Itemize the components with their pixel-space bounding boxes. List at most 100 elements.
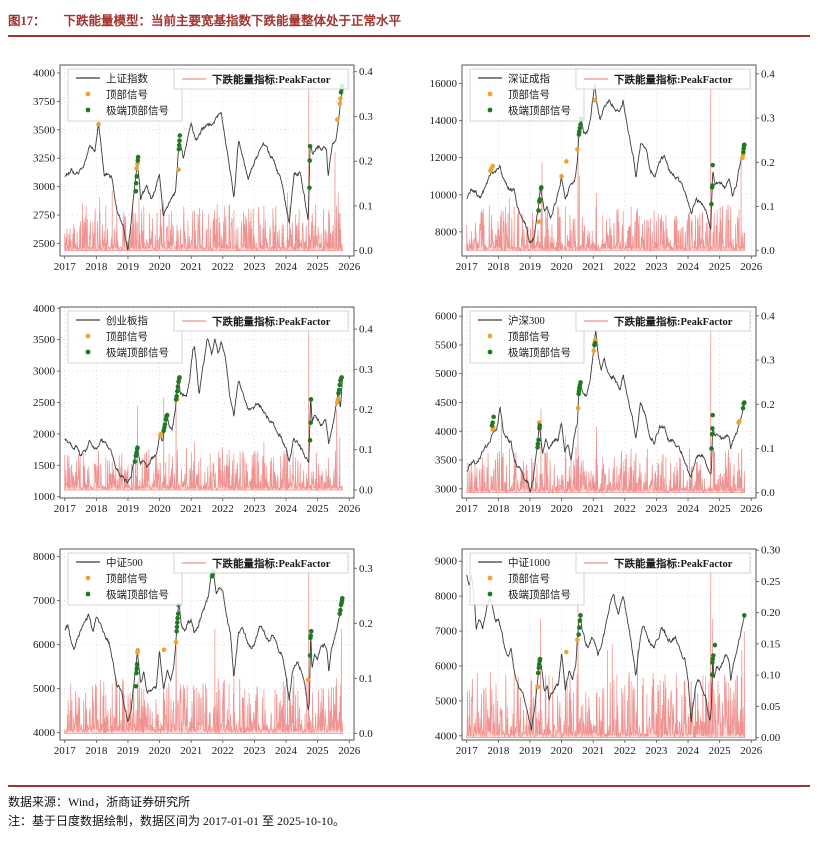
extreme-top-signal-dot (162, 422, 168, 427)
figure-footer: 数据来源：Wind，浙商证券研究所 注：基于日度数据绘制，数据区间为 2017-… (0, 785, 818, 832)
svg-text:2017: 2017 (456, 745, 479, 757)
extreme-top-signal-dot (709, 431, 715, 437)
extreme-top-signal-dot (339, 375, 344, 380)
svg-text:0.1: 0.1 (359, 673, 373, 685)
extreme-top-signal-dot (307, 158, 313, 163)
extreme-top-signal-dot (308, 397, 314, 402)
svg-text:2021: 2021 (180, 745, 202, 757)
page-title: 图17： 下跌能量模型：当前主要宽基指数下跌能量整体处于正常水平 (8, 10, 808, 29)
extreme-top-signal-dot (307, 185, 312, 191)
extreme-top-signal-dot (710, 183, 715, 188)
svg-text:2020: 2020 (551, 261, 574, 273)
svg-text:2026: 2026 (740, 745, 763, 757)
svg-text:下跌能量指标:PeakFactor: 下跌能量指标:PeakFactor (212, 73, 331, 86)
extreme-top-signal-dot (710, 162, 715, 168)
svg-text:0.0: 0.0 (359, 728, 373, 740)
top-signal-dot (592, 97, 598, 103)
extreme-top-signal-dot (340, 595, 345, 601)
top-signal-dot (564, 649, 569, 655)
svg-text:2000: 2000 (33, 428, 56, 440)
svg-text:0.2: 0.2 (359, 618, 373, 630)
svg-text:2024: 2024 (677, 503, 700, 515)
extreme-top-signal-dot (491, 414, 496, 420)
chart-shanghai-composite: 2500 2750 3000 3250 3500 3750 4000 0.0 0.1 0.2 0.3… (18, 53, 406, 291)
svg-text:0.1: 0.1 (761, 201, 775, 213)
chart-csi1000: 4000 5000 6000 7000 8000 9000 0.00 0.05 0.10 0.15… (420, 537, 808, 775)
svg-text:2023: 2023 (645, 745, 668, 757)
extreme-top-signal-dot (710, 660, 715, 665)
svg-text:2018: 2018 (487, 261, 510, 273)
svg-text:顶部信号: 顶部信号 (106, 330, 148, 343)
top-signal-dot (335, 397, 341, 402)
price-line (466, 329, 745, 493)
extreme-top-signal-dot (537, 197, 543, 202)
svg-text:8000: 8000 (435, 226, 458, 238)
svg-text:2018: 2018 (85, 745, 108, 757)
svg-text:0.30: 0.30 (761, 545, 781, 557)
svg-text:0.0: 0.0 (359, 484, 373, 496)
svg-text:2022: 2022 (614, 261, 636, 273)
svg-text:2020: 2020 (149, 745, 172, 757)
extreme-top-signal-dot (174, 388, 180, 394)
svg-text:2017: 2017 (54, 745, 77, 757)
svg-text:5500: 5500 (435, 339, 458, 351)
svg-text:2024: 2024 (677, 261, 700, 273)
top-signal-dot (161, 647, 167, 653)
top-signal-dot (564, 159, 569, 164)
extreme-top-signal-dot (176, 142, 182, 148)
svg-text:0.1: 0.1 (359, 444, 373, 456)
extreme-top-signal-dot (576, 632, 581, 637)
extreme-top-signal-dot (337, 382, 343, 388)
svg-text:极端顶部信号: 极端顶部信号 (106, 104, 169, 117)
top-signal-dot (337, 101, 343, 106)
extreme-top-signal-dot (307, 143, 313, 149)
svg-text:2019: 2019 (519, 503, 542, 515)
top-signal-legend-icon (85, 91, 91, 97)
svg-text:2024: 2024 (275, 745, 298, 757)
extreme-top-signal-dot (174, 620, 180, 625)
extreme-top-signal-dot (536, 208, 541, 213)
svg-text:2026: 2026 (338, 261, 361, 273)
svg-text:7000: 7000 (435, 626, 458, 638)
chart-canvas: 4000 5000 6000 7000 8000 0.0 0.1 0.2 0.3 2017 2018… (33, 548, 373, 757)
extreme-top-signal-dot (338, 89, 344, 95)
svg-text:2018: 2018 (487, 503, 510, 515)
extreme-top-signal-dot (709, 672, 715, 678)
svg-text:2019: 2019 (117, 261, 140, 273)
title-divider (8, 35, 810, 37)
svg-text:2023: 2023 (243, 745, 266, 757)
svg-text:2500: 2500 (33, 397, 56, 409)
extreme-top-signal-dot (307, 653, 313, 658)
svg-text:2018: 2018 (85, 261, 108, 273)
chart-canvas: 4000 5000 6000 7000 8000 9000 0.00 0.05 0.10 0.15… (435, 545, 781, 757)
extreme-top-signal-dot (578, 613, 583, 618)
extreme-top-signal-dot (490, 420, 495, 425)
extreme-top-signal-dot (535, 445, 540, 450)
svg-text:0.0: 0.0 (761, 487, 775, 499)
extreme-top-signal-dot (336, 387, 342, 393)
svg-text:5000: 5000 (435, 695, 458, 707)
svg-text:1000: 1000 (33, 491, 56, 503)
svg-text:3000: 3000 (33, 181, 56, 193)
svg-text:0.2: 0.2 (359, 156, 373, 168)
chart-canvas: 2500 2750 3000 3250 3500 3750 4000 0.0 0.1 0.2 0.3… (33, 64, 373, 273)
svg-text:0.4: 0.4 (359, 66, 373, 78)
extreme-signal-legend-icon (487, 349, 493, 355)
svg-text:2025: 2025 (709, 745, 732, 757)
extreme-top-signal-dot (536, 665, 542, 671)
svg-text:2022: 2022 (212, 503, 234, 515)
top-signal-dot (575, 405, 581, 411)
extreme-top-signal-dot (742, 400, 747, 405)
extreme-top-signal-dot (135, 445, 140, 451)
svg-text:0.20: 0.20 (761, 607, 781, 619)
svg-text:2021: 2021 (582, 503, 604, 515)
svg-text:2025: 2025 (709, 503, 732, 515)
svg-text:0.2: 0.2 (359, 404, 373, 416)
extreme-top-signal-dot (576, 129, 582, 135)
svg-text:极端顶部信号: 极端顶部信号 (508, 104, 571, 117)
extreme-top-signal-dot (177, 138, 182, 143)
note: 注：基于日度数据绘制，数据区间为 2017-01-01 至 2025-10-10… (8, 814, 345, 829)
svg-text:深证成指: 深证成指 (508, 72, 550, 85)
extreme-top-signal-dot (578, 380, 583, 385)
extreme-top-signal-dot (539, 185, 544, 190)
